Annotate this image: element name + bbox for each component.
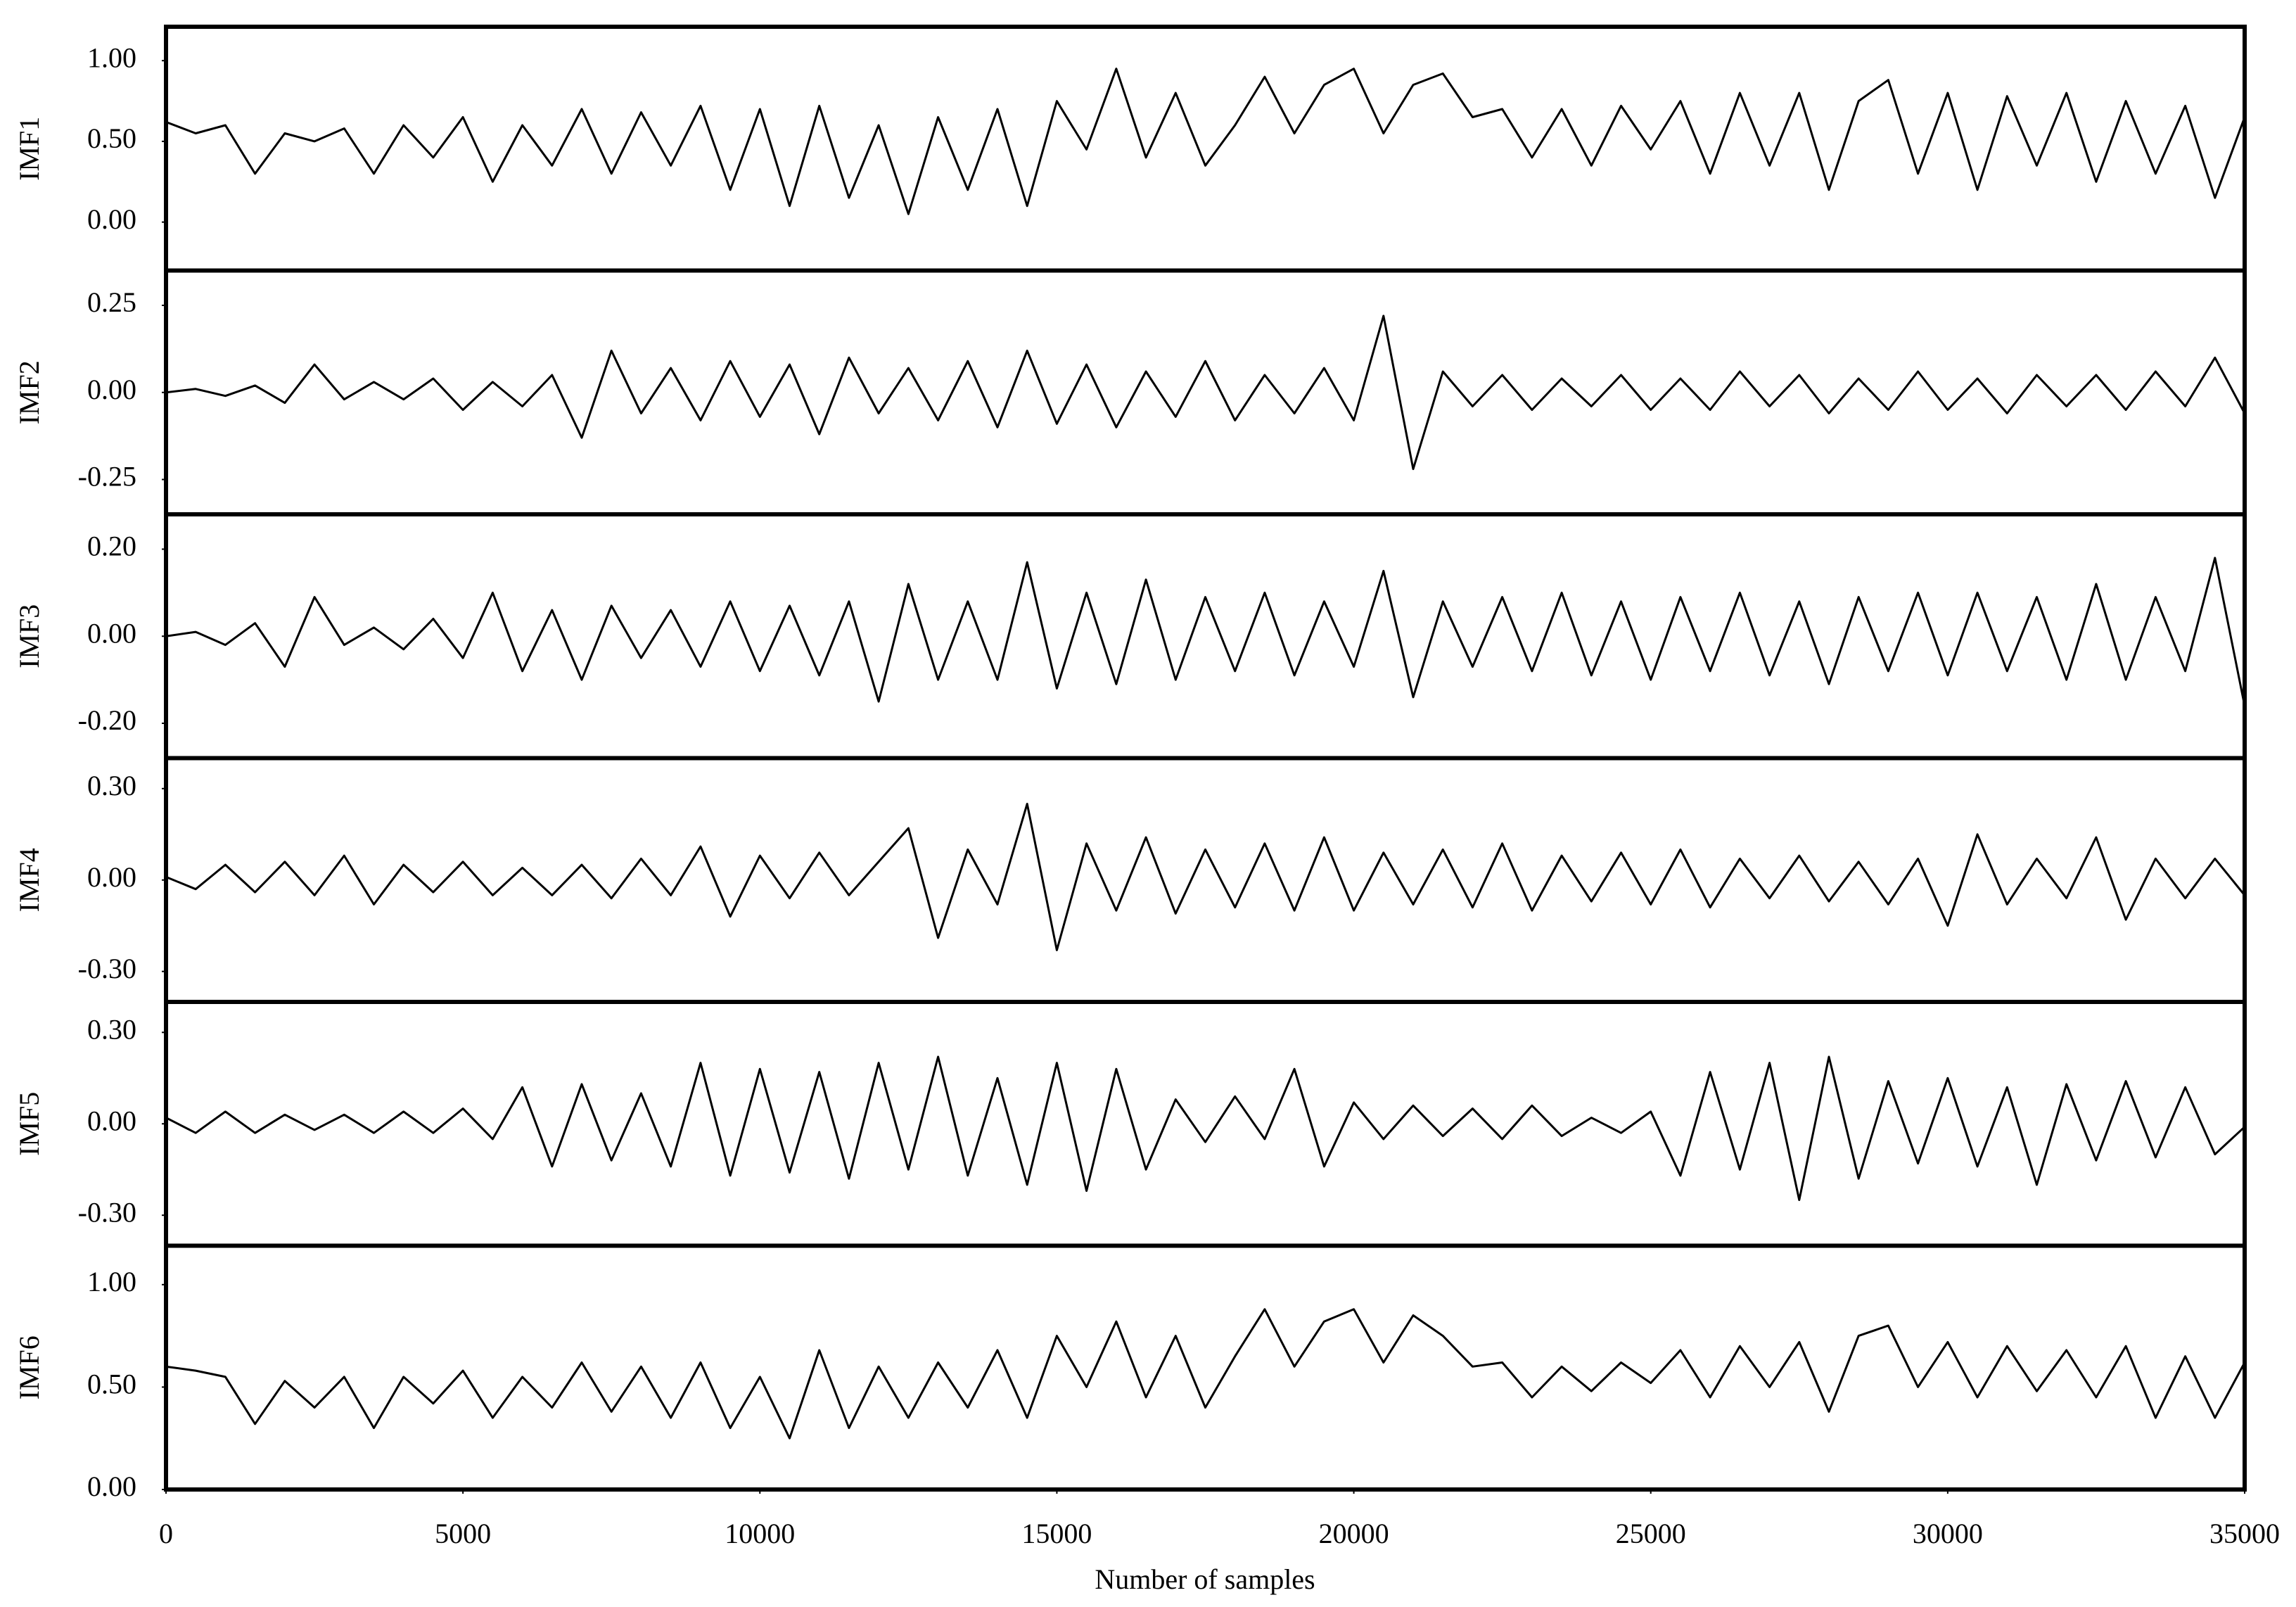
signal-line: [166, 315, 2245, 471]
y-tick-label: 0.50: [87, 1368, 136, 1400]
y-tick-label: 0.00: [87, 1471, 136, 1502]
y-tick-label: 0.30: [87, 770, 136, 801]
x-axis-label: Number of samples: [1095, 1563, 1315, 1595]
panel-frame: [164, 1243, 2247, 1492]
signal-line: [166, 557, 2245, 706]
y-tick-label: -0.30: [78, 953, 136, 984]
signal-line: [166, 1055, 2245, 1201]
y-axis-label: IMF2: [13, 360, 45, 424]
y-tick-label: 0.30: [87, 1013, 136, 1045]
x-tick-label: 30000: [1913, 1518, 1983, 1549]
y-tick-label: 1.00: [87, 1266, 136, 1297]
x-tick-label: 20000: [1319, 1518, 1389, 1549]
x-tick-label: 35000: [2209, 1518, 2280, 1549]
y-tick-label: -0.25: [78, 461, 136, 493]
x-tick-label: 5000: [435, 1518, 491, 1549]
y-tick-label: 0.25: [87, 286, 136, 318]
x-tick-label: 10000: [725, 1518, 795, 1549]
y-tick-label: 0.00: [87, 617, 136, 649]
signal-line: [166, 1308, 2245, 1440]
y-axis-label: IMF3: [13, 604, 45, 668]
y-tick-label: 0.00: [87, 861, 136, 893]
signal-line: [166, 68, 2245, 215]
y-tick-label: 0.20: [87, 531, 136, 562]
y-axis-label: IMF6: [13, 1335, 45, 1399]
x-tick-label: 15000: [1021, 1518, 1092, 1549]
y-tick-label: -0.30: [78, 1196, 136, 1228]
y-tick-label: 0.00: [87, 1105, 136, 1136]
y-axis-label: IMF5: [13, 1092, 45, 1156]
y-tick-label: -0.20: [78, 704, 136, 736]
y-tick-label: 1.00: [87, 42, 136, 73]
signal-line: [166, 803, 2245, 951]
y-axis-label: IMF4: [13, 848, 45, 912]
x-tick-label: 25000: [1616, 1518, 1686, 1549]
y-tick-label: 0.00: [87, 203, 136, 235]
y-axis-label: IMF1: [13, 117, 45, 181]
panel-frame: [164, 268, 2247, 516]
y-tick-label: 0.50: [87, 122, 136, 154]
y-tick-label: 0.00: [87, 374, 136, 405]
x-tick-label: 0: [159, 1518, 173, 1549]
